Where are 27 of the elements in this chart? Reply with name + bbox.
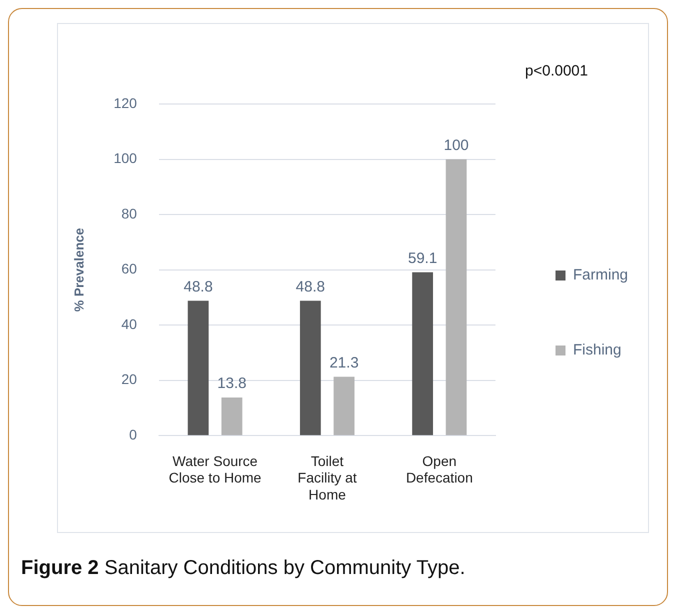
y-axis-title: % Prevalence xyxy=(71,228,86,312)
data-label: 48.8 xyxy=(184,278,213,296)
bar xyxy=(412,272,434,436)
bar xyxy=(188,300,209,436)
y-tick-label: 20 xyxy=(121,371,138,388)
data-label: 21.3 xyxy=(329,354,359,372)
data-label: 13.8 xyxy=(217,375,246,392)
caption: Figure 2 Sanitary Conditions by Community Type. xyxy=(21,557,466,580)
x-tick-label: Toilet Facility at Home xyxy=(298,452,357,502)
bar xyxy=(221,397,242,436)
data-label: 48.8 xyxy=(296,278,326,296)
bar xyxy=(334,376,354,436)
y-tick-label: 100 xyxy=(114,150,138,166)
x-tick-label: Water Source Close to Home xyxy=(168,452,262,486)
y-tick-label: 80 xyxy=(121,205,138,222)
data-label: 100 xyxy=(444,136,469,154)
y-tick-label: 120 xyxy=(114,94,138,111)
bar xyxy=(300,300,321,436)
data-label: 59.1 xyxy=(408,250,438,267)
y-tick-label: 0 xyxy=(129,426,138,442)
y-tick-label: 60 xyxy=(121,260,138,277)
legend-label: Farming xyxy=(573,266,628,284)
text: p<0.0001 xyxy=(525,62,588,80)
legend-label: Fishing xyxy=(573,342,622,359)
x-tick-label: Open Defecation xyxy=(406,452,473,486)
bar xyxy=(446,159,467,436)
y-tick-label: 40 xyxy=(121,316,138,332)
